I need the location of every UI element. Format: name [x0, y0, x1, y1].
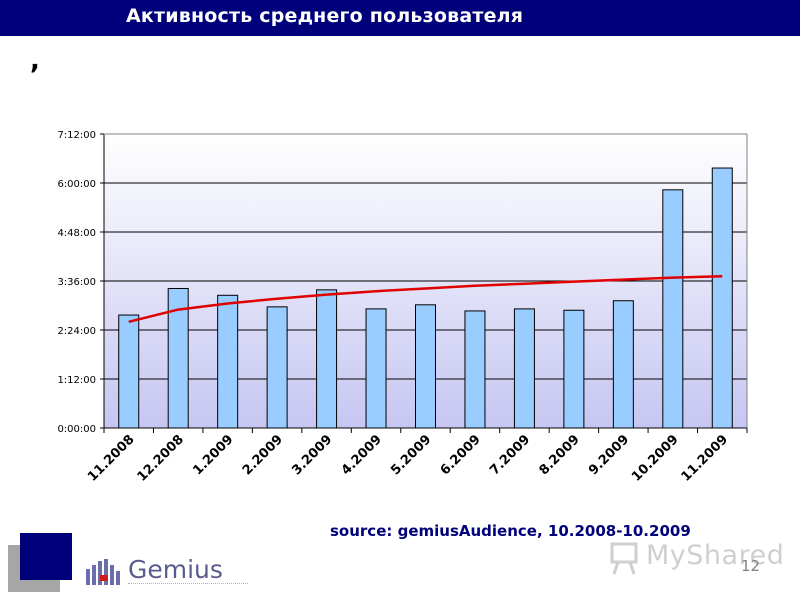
bar	[118, 314, 140, 429]
x-tick-label: 5.2009	[388, 432, 434, 478]
page-number: 12	[741, 557, 761, 575]
slide-title: Активность среднего пользователя	[126, 5, 524, 27]
y-tick-label: 3:36:00	[57, 277, 96, 288]
logo-underline	[128, 583, 248, 588]
bar	[464, 310, 486, 429]
x-tick-label: 9.2009	[586, 432, 632, 478]
decorative-navy-square	[20, 533, 72, 580]
x-tick-label: 4.2009	[339, 432, 385, 478]
bar	[415, 304, 436, 429]
source-note: source: gemiusAudience, 10.2008-10.2009	[330, 522, 691, 540]
watermark-text: MyShared	[646, 540, 785, 571]
bar	[316, 289, 338, 429]
bar-chart: 0:00:00 1:12:00 2:24:00 3:36:00 4:48:00 6:00:…	[57, 130, 748, 485]
bar	[662, 189, 684, 429]
x-tick-label: 2.2009	[240, 432, 286, 478]
presentation-icon	[610, 542, 638, 575]
x-tick-label: 8.2009	[537, 432, 583, 478]
bar	[563, 309, 585, 429]
title-bar: Активность среднего пользователя	[0, 0, 800, 36]
x-tick-label: 12.2008	[135, 432, 187, 484]
y-tick-label: 7:12:00	[57, 130, 96, 141]
logo-text: Gemius	[128, 555, 223, 584]
gemius-logo-icon	[86, 559, 120, 585]
y-tick-label: 1:12:00	[57, 375, 96, 386]
bar	[612, 300, 634, 429]
bar	[217, 294, 239, 429]
y-tick-label: 6:00:00	[57, 179, 96, 190]
gemius-logo: Gemius	[86, 555, 248, 591]
y-tick-label: 4:48:00	[57, 228, 96, 239]
bar	[513, 308, 535, 429]
x-tick-label: 10.2009	[629, 432, 681, 484]
x-tick-label: 7.2009	[487, 432, 533, 478]
bar	[266, 306, 288, 429]
trend-line	[128, 274, 723, 324]
bar	[365, 308, 387, 429]
x-tick-label: 6.2009	[438, 432, 484, 478]
y-tick-label: 2:24:00	[57, 326, 96, 337]
watermark: MyShared	[608, 538, 784, 578]
bar	[711, 167, 733, 429]
x-tick-label: 1.2009	[190, 432, 236, 478]
subtitle-mark: ,	[30, 46, 40, 76]
y-tick-label: 0:00:00	[57, 424, 96, 435]
x-tick-label: 3.2009	[289, 432, 335, 478]
x-tick-label: 11.2008	[85, 432, 137, 484]
x-tick-label: 11.2009	[679, 432, 731, 484]
